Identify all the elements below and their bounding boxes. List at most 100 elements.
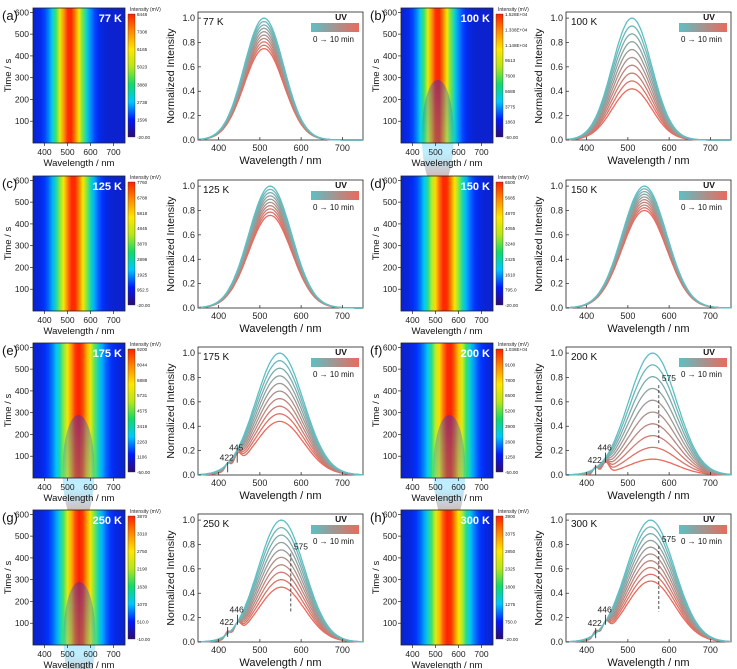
heatmap-ytick-label: 400: [383, 219, 397, 229]
colorbar-tick-label: 3240: [505, 242, 516, 247]
heatmap-xlabel: Wavelength / nm: [44, 326, 115, 337]
colorbar-tick-label: 9100: [505, 362, 516, 367]
heatmap-ytick-label: 200: [15, 429, 29, 439]
heatmap-ytick-label: 400: [15, 553, 29, 563]
spectrum-xtick-label: 500: [252, 478, 267, 488]
heatmap-ylabel: Time / s: [371, 561, 382, 595]
spectrum-ylabel: Normalized Intensity: [165, 196, 177, 292]
spectrum-temp-label: 125 K: [203, 185, 229, 196]
legend-bar: [311, 191, 359, 200]
spectrum-xtick-label: 700: [703, 645, 718, 655]
spectrum-xtick-label: 500: [620, 311, 635, 321]
spectrum-ytick-label: 0.2: [182, 446, 195, 456]
colorbar-tick-label: 6500: [505, 393, 516, 398]
colorbar-tick-label: -20.00: [505, 303, 518, 308]
spectrum-xtick-label: 400: [211, 311, 226, 321]
heatmap-ytick-label: 500: [15, 29, 29, 39]
colorbar-tick-label: 7308: [137, 30, 148, 35]
legend-range-label: 0 → 10 min: [681, 537, 722, 546]
heatmap-ytick-label: 200: [383, 429, 397, 439]
colorbar-tick-label: 8044: [137, 362, 148, 367]
colorbar-title: Intensity (mV): [498, 7, 529, 13]
heatmap-xtick-label: 700: [474, 649, 488, 659]
heatmap-frame: [400, 342, 494, 479]
heatmap-xtick-label: 600: [83, 315, 97, 325]
spectrum-ylabel: Normalized Intensity: [165, 363, 177, 459]
heatmap-temp-label: 125 K: [93, 181, 122, 193]
heatmap-hotspot: [62, 415, 95, 525]
spectrum-ytick-label: 0.0: [182, 637, 195, 647]
spectrum-ylabel: Normalized Intensity: [165, 530, 177, 626]
spectrum-ytick-label: 0.2: [182, 279, 195, 289]
spectrum-ytick-label: 0.8: [182, 539, 195, 549]
colorbar-tick-label: 3870: [137, 514, 148, 519]
spectrum-temp-label: 175 K: [203, 352, 229, 363]
spectrum-xtick-label: 600: [294, 645, 309, 655]
heatmap-xtick-label: 500: [428, 315, 442, 325]
heatmap-temp-label: 100 K: [461, 13, 490, 25]
heatmap-xtick-label: 700: [106, 482, 120, 492]
spectrum-ytick-label: 0.2: [182, 111, 195, 121]
heatmap-frame: [400, 7, 494, 144]
spectrum-ytick-label: 0.2: [550, 613, 563, 623]
spectrum-ytick-label: 1.0: [182, 13, 195, 23]
panel-label: (c): [2, 176, 17, 191]
colorbar-tick-label: 750.0: [505, 619, 517, 624]
heatmap-xlabel: Wavelength / nm: [412, 660, 483, 669]
heatmap-xtick-label: 500: [60, 482, 74, 492]
colorbar-tick-label: 6165: [137, 47, 148, 52]
annotation-label: 575: [294, 541, 308, 551]
heatmap-xtick-label: 500: [60, 649, 74, 659]
panel-label: (d): [370, 176, 386, 191]
legend-title: UV: [703, 180, 715, 190]
spectrum-xtick-label: 400: [211, 478, 226, 488]
heatmap-ytick-label: 500: [383, 197, 397, 207]
annotation-label: 446: [230, 605, 244, 615]
heatmap-ytick-label: 100: [15, 618, 29, 628]
legend-title: UV: [335, 12, 347, 22]
spectrum-ytick-label: 0.6: [550, 230, 563, 240]
heatmap-temp-label: 77 K: [99, 13, 122, 25]
colorbar: [495, 515, 504, 640]
spectrum-xlabel: Wavelength / nm: [607, 323, 689, 335]
spectrum-ytick-label: 1.0: [182, 181, 195, 191]
spectrum-xtick-label: 600: [662, 143, 677, 153]
heatmap-ytick-label: 100: [383, 618, 397, 628]
heatmap-xtick-label: 700: [106, 649, 120, 659]
spectrum-frame: [565, 513, 732, 643]
heatmap-ytick-label: 300: [15, 73, 29, 83]
heatmap-xtick-label: 400: [37, 649, 51, 659]
spectrum-temp-label: 150 K: [571, 185, 597, 196]
panel-label: (f): [370, 343, 382, 358]
heatmap-xtick-label: 600: [451, 649, 465, 659]
colorbar-title: Intensity (mV): [498, 509, 529, 515]
heatmap-ytick-label: 200: [15, 262, 29, 272]
legend-title: UV: [335, 347, 347, 357]
heatmap-field: [401, 510, 493, 645]
heatmap-ytick-label: 600: [15, 509, 29, 519]
colorbar-tick-label: 5688: [505, 89, 516, 94]
colorbar-tick-label: 6500: [505, 180, 516, 185]
colorbar-tick-label: 4055: [505, 226, 516, 231]
heatmap-xlabel: Wavelength / nm: [412, 326, 483, 337]
spectrum-xtick-label: 400: [579, 143, 594, 153]
legend-bar: [679, 358, 727, 367]
colorbar-tick-label: -50.00: [505, 135, 518, 140]
colorbar-tick-label: 3900: [505, 514, 516, 519]
colorbar-tick-label: 9513: [505, 58, 516, 63]
colorbar-tick-label: 2898: [137, 257, 148, 262]
spectrum-ytick-label: 0.8: [182, 37, 195, 47]
colorbar: [127, 13, 136, 138]
heatmap-ytick-label: 200: [383, 596, 397, 606]
heatmap-ytick-label: 600: [15, 175, 29, 185]
spectrum-frame: [565, 346, 732, 476]
heatmap-ytick-label: 600: [15, 7, 29, 17]
spectrum-ytick-label: 0.6: [182, 62, 195, 72]
heatmap-ytick-label: 100: [383, 116, 397, 126]
heatmap-xtick-label: 400: [37, 315, 51, 325]
heatmap-ylabel: Time / s: [371, 59, 382, 93]
